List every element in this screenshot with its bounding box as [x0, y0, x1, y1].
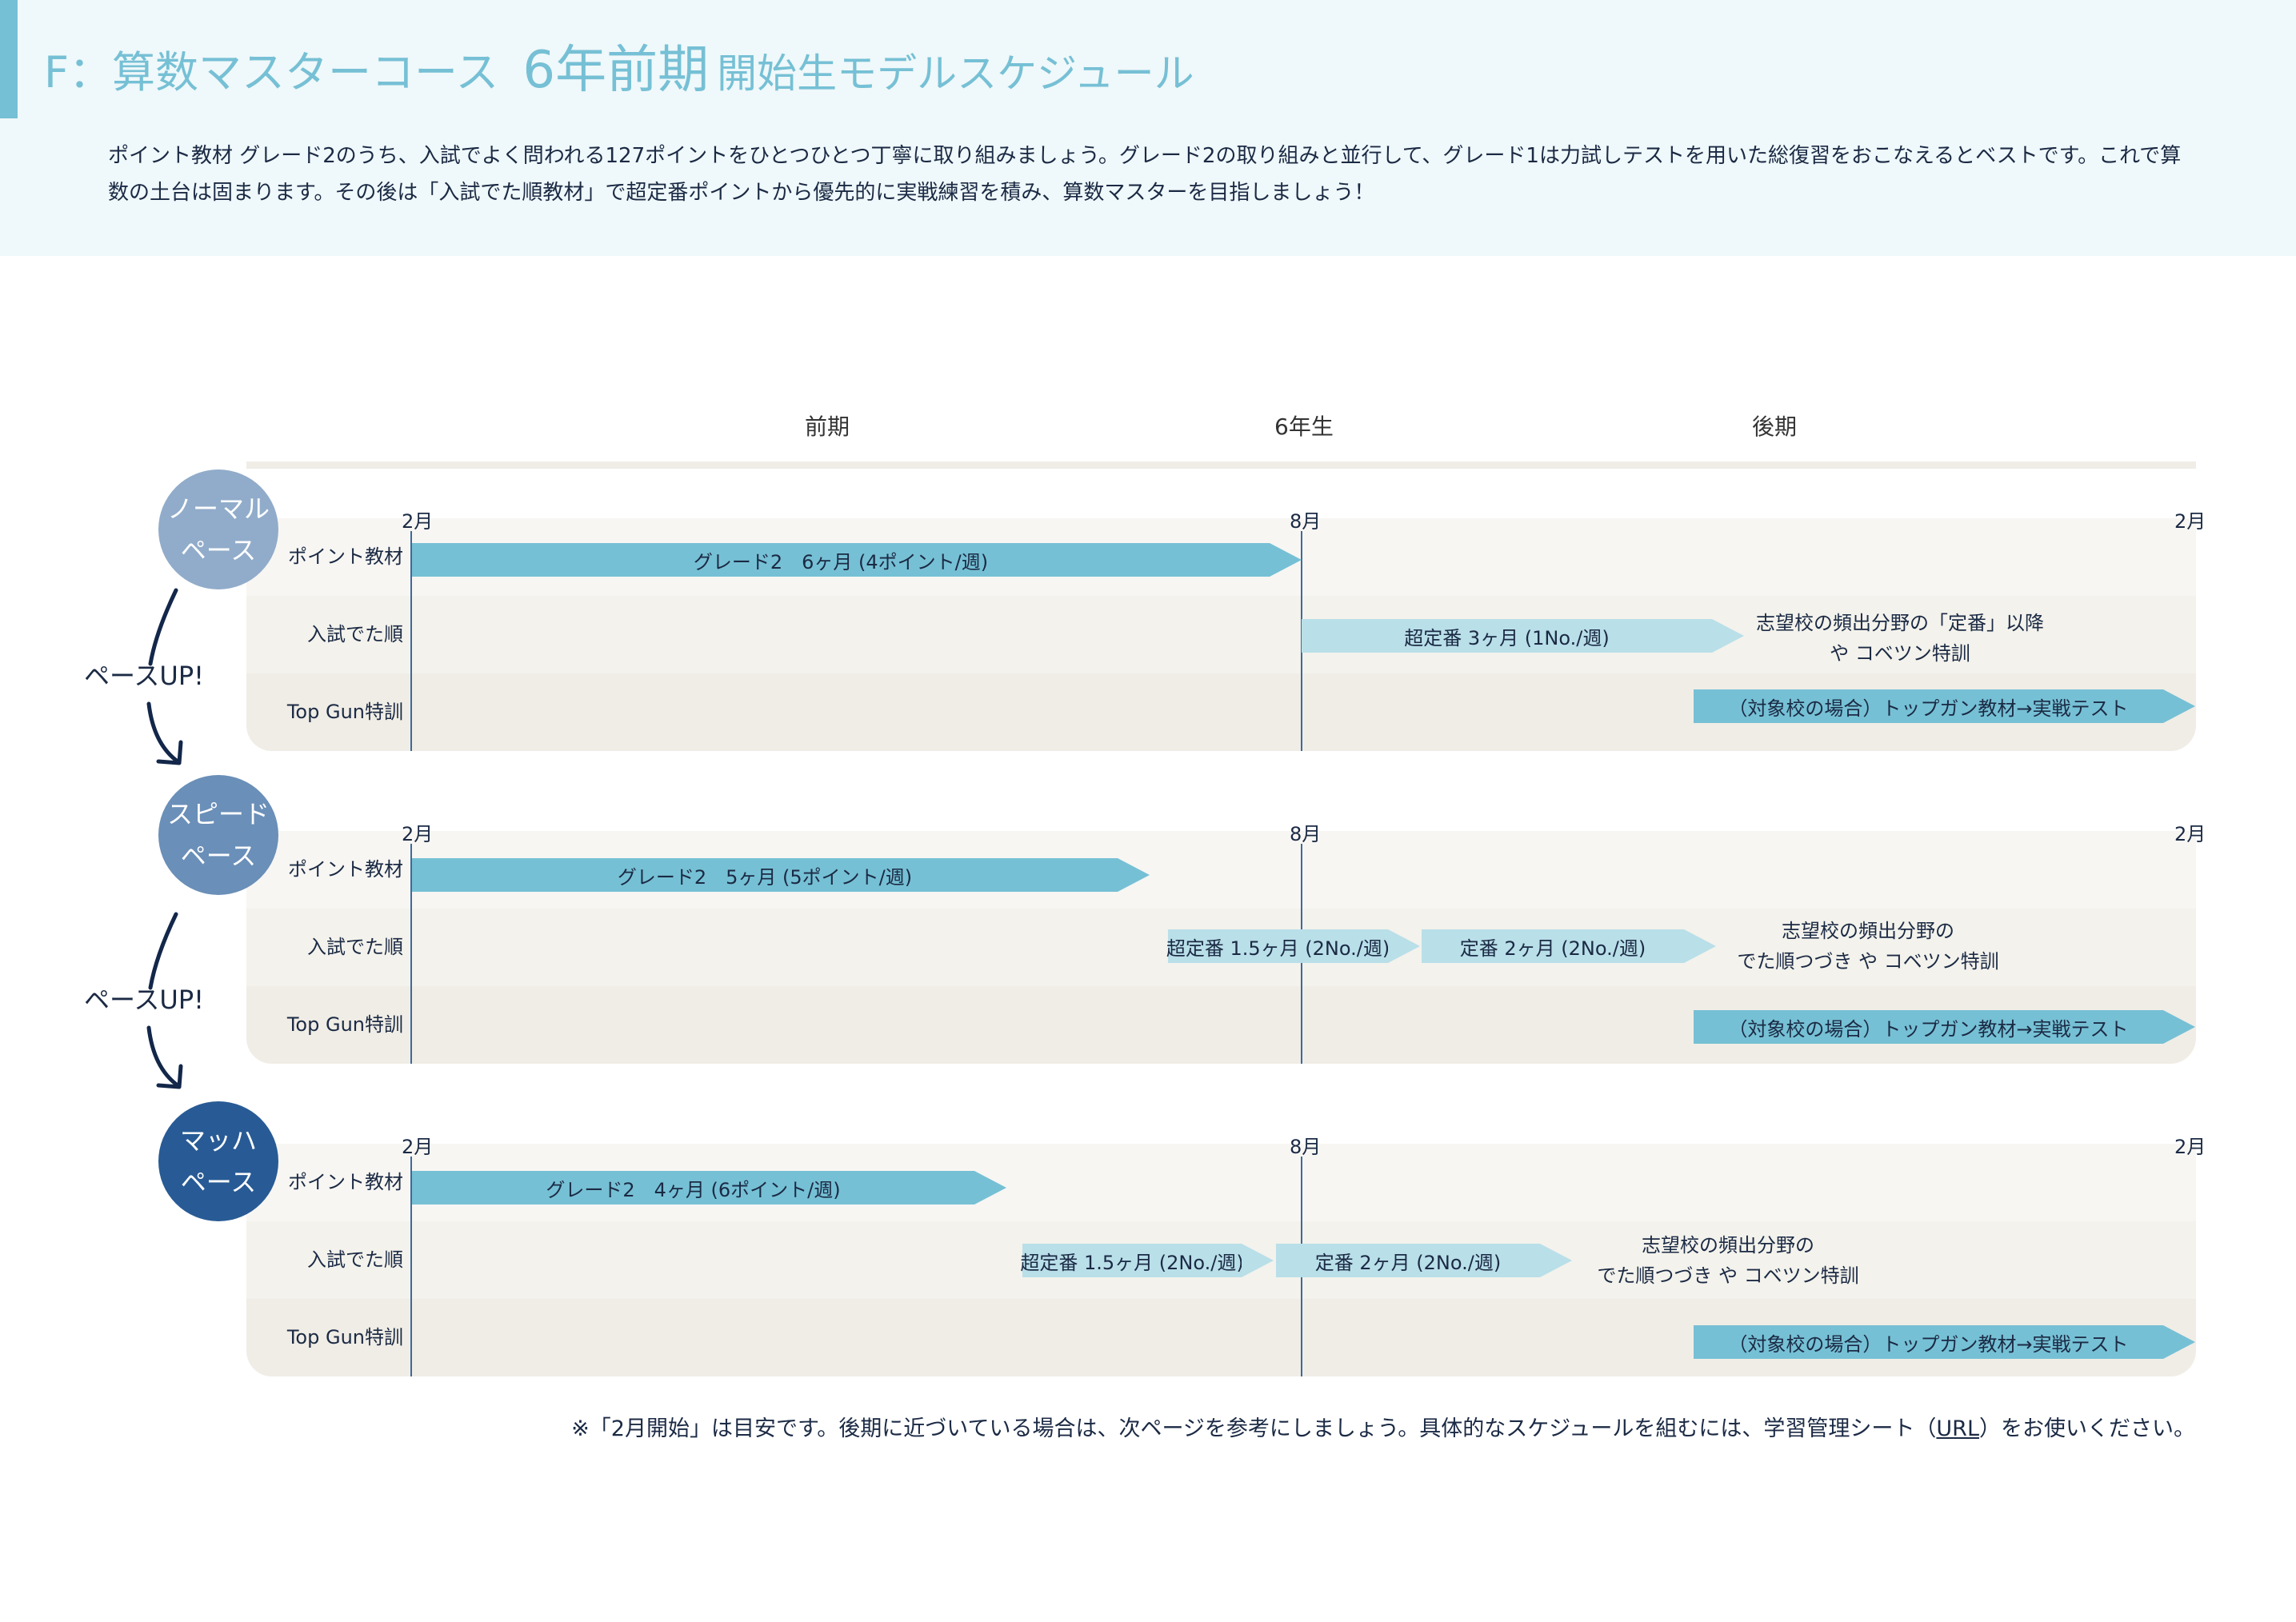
row-exam-order: 入試でた順 [246, 909, 2196, 986]
pace-up-label: ペースUP! [84, 661, 204, 691]
point-material-bar: グレード2 6ヶ月 (4ポイント/週) [412, 543, 1270, 577]
month-label-end: 2月 [2174, 823, 2206, 845]
row-exam-order: 入試でた順 [246, 596, 2196, 673]
bar-arrow-tip [1540, 1244, 1572, 1277]
timeline-start-line [410, 531, 412, 751]
row-label: 入試でた順 [307, 1248, 403, 1271]
topgun-bar: （対象校の場合）トップガン教材→実戦テスト [1694, 689, 2163, 723]
topgun-bar: （対象校の場合）トップガン教材→実戦テスト [1694, 1325, 2163, 1359]
exam-bar-teiban: 定番 2ヶ月 (2No./週) [1422, 929, 1684, 963]
page-title: F：算数マスターコース 6年前期 開始生モデルスケジュール [44, 29, 1194, 102]
row-label: Top Gun特訓 [286, 1326, 403, 1348]
exam-bar-chouteiban: 超定番 1.5ヶ月 (2No./週) [1166, 929, 1390, 963]
month-label-end: 2月 [2174, 510, 2206, 533]
row-label: ポイント教材 [288, 1171, 403, 1193]
pace-up-arrow-icon [146, 588, 183, 765]
bar-arrow-tip [1388, 929, 1420, 963]
pace-up-label: ペースUP! [84, 985, 204, 1015]
bar-arrow-tip [974, 1171, 1006, 1205]
title-suffix: 開始生モデルスケジュール [717, 50, 1194, 97]
title-prefix: F：算数マスターコース [44, 47, 499, 98]
header-accent-bar [0, 0, 18, 118]
pace-up-arrow-icon [146, 912, 183, 1089]
row-label: Top Gun特訓 [286, 701, 403, 723]
month-label-mid: 8月 [1290, 1136, 1322, 1158]
month-label-start: 2月 [402, 1136, 434, 1158]
pace-badge-speed: スピード ペース [158, 775, 278, 895]
timeline-start-line [410, 1157, 412, 1376]
exam-note: 志望校の頻出分野の でた順つづき や コベツン特訓 [1737, 920, 1999, 973]
row-label: 入試でた順 [307, 936, 403, 958]
footnote: ※「2月開始」は目安です。後期に近づいている場合は、次ページを参考にしましょう。… [571, 1416, 2195, 1441]
exam-bar-chouteiban: 超定番 1.5ヶ月 (2No./週) [1020, 1244, 1244, 1277]
description: ポイント教材 グレード2のうち、入試でよく問われる127ポイントをひとつひとつ丁… [108, 144, 2182, 205]
title-main: 6年前期 [522, 41, 710, 100]
bar-arrow-tip [1242, 1244, 1274, 1277]
month-label-end: 2月 [2174, 1136, 2206, 1158]
period-label-second-half: 後期 [1752, 413, 1798, 440]
bar-arrow-tip [1270, 543, 1302, 577]
row-label: ポイント教材 [288, 545, 403, 568]
month-label-mid: 8月 [1290, 510, 1322, 533]
bar-arrow-tip [1712, 619, 1744, 653]
bar-arrow-tip [2163, 1010, 2195, 1044]
pace-badge-mach: マッハ ペース [158, 1101, 278, 1221]
bar-arrow-tip [2163, 1325, 2195, 1359]
schedule-panel-speed: ポイント教材 入試でた順 Top Gun特訓 [246, 831, 2196, 1064]
bar-arrow-tip [2163, 689, 2195, 723]
row-label: Top Gun特訓 [286, 1013, 403, 1036]
row-label: ポイント教材 [288, 858, 403, 881]
exam-bar-chouteiban: 超定番 3ヶ月 (1No./週) [1302, 619, 1712, 653]
row-label: 入試でた順 [307, 623, 403, 645]
pace-badge-normal: ノーマル ペース [158, 469, 278, 589]
bar-arrow-tip [1118, 858, 1150, 892]
bar-arrow-tip [1684, 929, 1716, 963]
month-label-start: 2月 [402, 823, 434, 845]
exam-bar-teiban: 定番 2ヶ月 (2No./週) [1276, 1244, 1540, 1277]
timeline-start-line [410, 844, 412, 1064]
exam-note: 志望校の頻出分野の でた順つづき や コベツン特訓 [1597, 1234, 1859, 1287]
month-label-mid: 8月 [1290, 823, 1322, 845]
period-label-grade6: 6年生 [1274, 413, 1334, 440]
period-strip [246, 461, 2196, 469]
point-material-bar: グレード2 4ヶ月 (6ポイント/週) [412, 1171, 974, 1205]
period-label-first-half: 前期 [805, 413, 850, 440]
management-sheet-link[interactable]: URL [1936, 1416, 1979, 1441]
exam-note: 志望校の頻出分野の「定番」以降 や コベツン特訓 [1756, 612, 2044, 665]
topgun-bar: （対象校の場合）トップガン教材→実戦テスト [1694, 1010, 2163, 1044]
month-label-start: 2月 [402, 510, 434, 533]
header-banner [0, 0, 2296, 256]
point-material-bar: グレード2 5ヶ月 (5ポイント/週) [412, 858, 1118, 892]
